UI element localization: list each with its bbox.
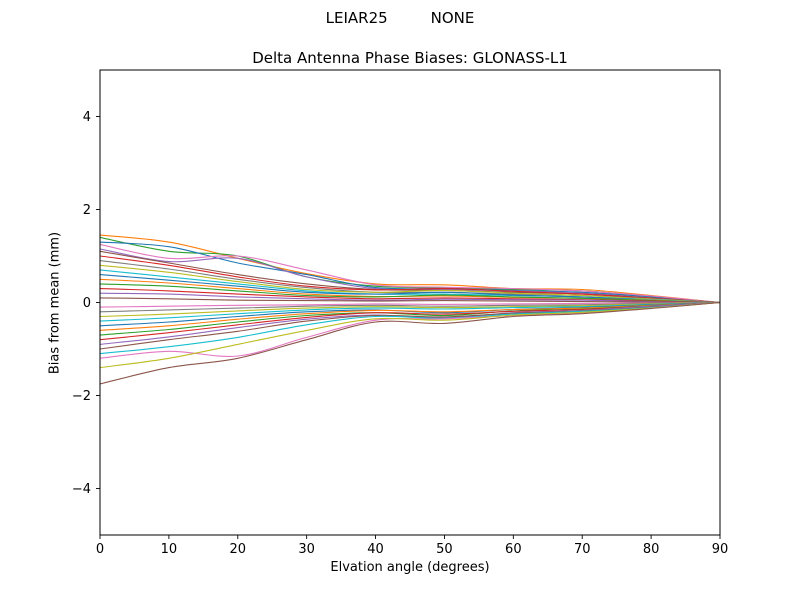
x-tick-label: 10 xyxy=(161,542,178,557)
series-line xyxy=(100,264,720,304)
series-line xyxy=(100,297,720,304)
y-tick-label: 2 xyxy=(83,203,91,218)
axes-title: Delta Antenna Phase Biases: GLONASS-L1 xyxy=(252,49,568,67)
x-tick-label: 70 xyxy=(574,542,591,557)
x-tick-label: 40 xyxy=(367,542,384,557)
series-line xyxy=(100,301,720,322)
series-line xyxy=(100,292,720,304)
x-tick-label: 20 xyxy=(230,542,247,557)
x-tick-label: 90 xyxy=(712,542,729,557)
series-line xyxy=(100,301,720,369)
x-tick-label: 30 xyxy=(298,542,315,557)
series-line xyxy=(100,301,720,331)
axes-frame xyxy=(99,69,721,536)
series-line xyxy=(100,301,720,355)
x-axis-label: Elvation angle (degrees) xyxy=(330,560,490,575)
y-tick-label: −2 xyxy=(72,389,91,404)
y-tick-label: 4 xyxy=(83,110,91,125)
series-line xyxy=(100,255,720,304)
series-line xyxy=(100,301,720,313)
x-tick-label: 60 xyxy=(505,542,522,557)
series-line xyxy=(100,234,720,304)
x-tick-label: 0 xyxy=(96,542,104,557)
series-lines-group xyxy=(100,234,720,385)
figure-suptitle: LEIAR25 NONE xyxy=(325,9,475,27)
series-line xyxy=(100,301,720,308)
series-line xyxy=(100,283,720,304)
series-line xyxy=(100,243,720,304)
x-tick-label: 80 xyxy=(643,542,660,557)
series-line xyxy=(100,301,720,318)
series-line xyxy=(100,274,720,304)
series-line xyxy=(100,301,720,385)
y-tick-label: 0 xyxy=(83,296,91,311)
y-tick-label: −4 xyxy=(72,482,91,497)
x-tick-label: 50 xyxy=(436,542,453,557)
